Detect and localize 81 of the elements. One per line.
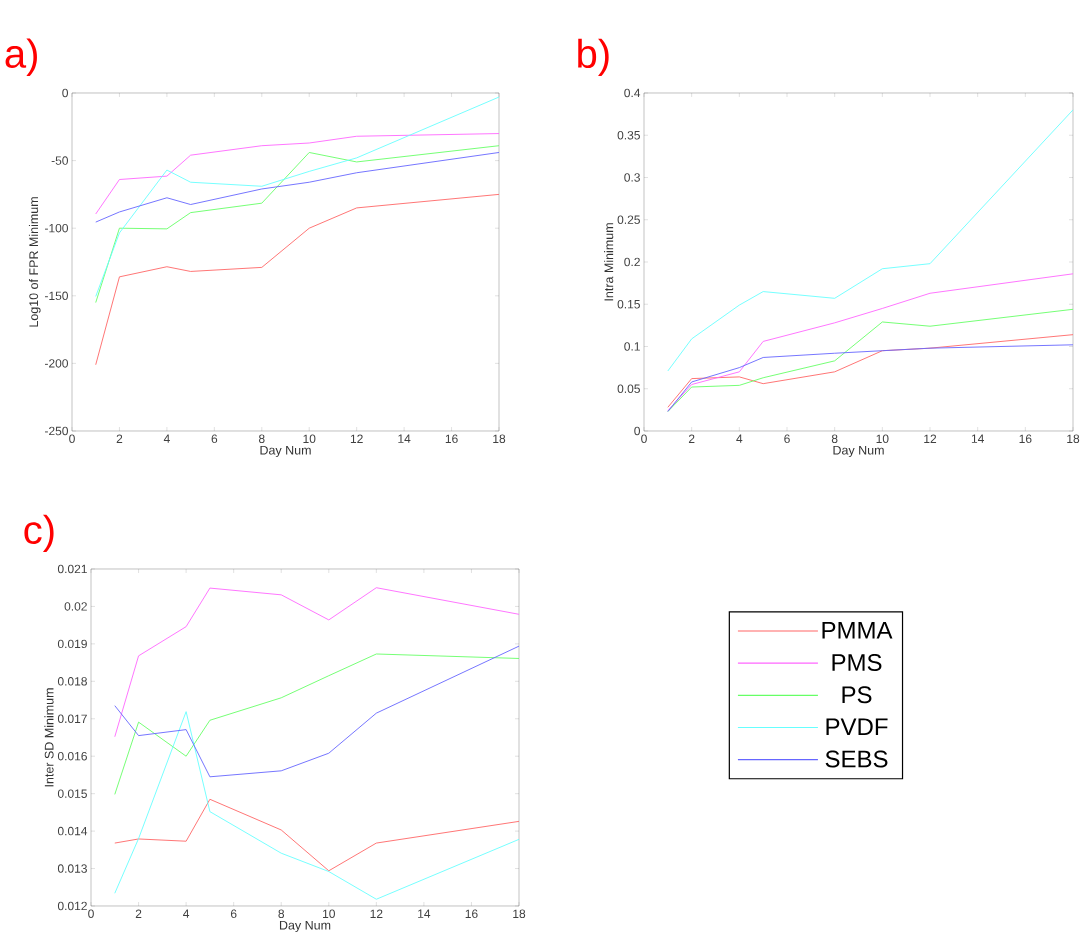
x-tick-label: 8 — [258, 434, 265, 444]
y-axis-title: Intra Minimum — [604, 223, 614, 301]
y-tick-label: 0.015 — [57, 789, 87, 798]
line-series — [95, 145, 500, 303]
x-tick-label: 10 — [303, 434, 316, 444]
x-tick-label: 12 — [350, 434, 363, 443]
y-tick-label: 0 — [62, 88, 69, 98]
y-tick-label: 0.35 — [617, 131, 640, 140]
y-tick-label: 0.25 — [617, 215, 640, 224]
y-tick-label: 0.012 — [57, 901, 87, 911]
y-tick-label: 0.013 — [57, 864, 87, 873]
line-series — [95, 193, 500, 366]
y-tick-label: 0.15 — [617, 300, 640, 309]
line-series — [667, 308, 1074, 412]
line-series — [114, 653, 520, 795]
y-tick-label: 0.019 — [57, 639, 87, 649]
x-tick-label: 4 — [736, 434, 743, 443]
line-series — [667, 344, 1074, 412]
y-tick-label: 0.018 — [57, 677, 87, 686]
line-series — [114, 587, 520, 738]
y-axis-title: Log10 of FPR Minimum — [28, 197, 41, 327]
x-tick-label: 2 — [688, 434, 695, 443]
text: a) — [5, 38, 37, 76]
x-tick-label: 16 — [465, 909, 478, 919]
y-tick-label: 0.021 — [57, 564, 87, 574]
line-series — [114, 798, 520, 872]
y-tick-label: 0.3 — [624, 173, 640, 182]
legend-label: SEBS — [825, 750, 888, 768]
x-tick-label: 14 — [398, 434, 411, 443]
line-series — [667, 109, 1074, 372]
x-tick-label: 8 — [831, 434, 838, 444]
y-axis-title: Inter SD Minimum — [44, 688, 54, 787]
x-tick-label: 4 — [163, 434, 170, 443]
y-tick-label: 0.2 — [624, 257, 640, 267]
x-axis-title: Day Num — [260, 445, 311, 458]
line-series — [114, 645, 520, 778]
y-tick-label: -150 — [44, 291, 69, 301]
line-series — [95, 133, 500, 215]
x-tick-label: 2 — [116, 434, 123, 443]
x-tick-label: 10 — [323, 909, 335, 919]
legend-label: PVDF — [826, 718, 888, 736]
legend-label: PMS — [832, 653, 882, 671]
x-tick-label: 10 — [876, 434, 889, 444]
text: c) — [24, 514, 54, 552]
x-axis-title: Day Num — [833, 445, 884, 458]
y-tick-label: -200 — [44, 359, 69, 368]
y-tick-label: -100 — [44, 223, 69, 233]
x-tick-label: 6 — [211, 434, 218, 444]
x-tick-label: 0 — [88, 909, 94, 919]
x-tick-label: 16 — [445, 434, 458, 444]
x-tick-label: 18 — [513, 909, 526, 919]
x-tick-label: 18 — [1067, 434, 1080, 444]
y-tick-label: 0 — [634, 426, 641, 436]
x-tick-label: 12 — [924, 434, 937, 443]
y-tick-label: 0.4 — [624, 88, 641, 98]
y-tick-label: 0.1 — [624, 342, 640, 351]
x-tick-label: 14 — [418, 909, 431, 918]
x-tick-label: 14 — [971, 434, 984, 443]
x-axis-title: Day Num — [279, 920, 331, 933]
legend-label: PMMA — [822, 621, 893, 639]
x-tick-label: 16 — [1019, 434, 1032, 444]
x-tick-label: 2 — [135, 909, 142, 918]
y-tick-label: 0.016 — [57, 751, 87, 761]
line-series — [95, 152, 500, 223]
x-tick-label: 18 — [493, 434, 506, 444]
y-tick-label: 0.017 — [57, 714, 87, 724]
y-tick-label: -50 — [51, 156, 69, 165]
y-tick-label: 0.05 — [617, 384, 640, 393]
text: b) — [578, 38, 609, 76]
line-series — [95, 96, 500, 297]
line-series — [114, 711, 520, 900]
x-tick-label: 6 — [230, 909, 237, 919]
legend-label: PS — [842, 686, 872, 704]
x-tick-label: 6 — [784, 434, 790, 444]
x-tick-label: 12 — [370, 909, 383, 918]
y-tick-label: 0.02 — [64, 602, 87, 611]
y-tick-label: -250 — [44, 426, 69, 436]
y-tick-label: 0.014 — [57, 826, 88, 836]
line-series — [667, 273, 1074, 412]
x-tick-label: 8 — [278, 909, 285, 919]
x-tick-label: 4 — [183, 909, 190, 918]
